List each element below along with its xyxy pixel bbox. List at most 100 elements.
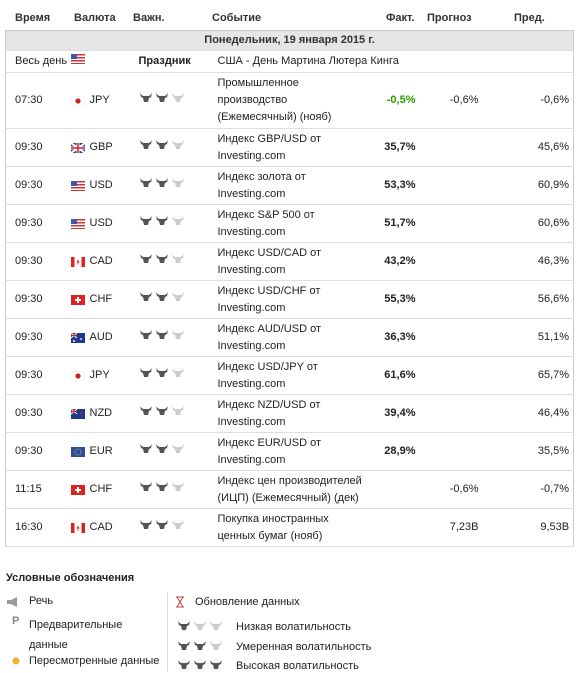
previous: 65,7% — [482, 356, 574, 395]
importance — [133, 356, 212, 395]
previous: -0,6% — [482, 72, 574, 129]
legend-moderate: Умеренная волатильность — [236, 641, 372, 653]
header-actual: Факт. — [386, 12, 415, 24]
volatility-icon — [139, 330, 184, 339]
legend-preliminary: Предварительные данные — [29, 619, 123, 651]
currency: GBP — [68, 139, 134, 156]
event-row: 09:30 EUR Индекс EUR/USD от Investing.com 2… — [5, 432, 574, 471]
currency-cell: GBP — [67, 128, 134, 167]
actual — [376, 470, 420, 509]
importance — [133, 204, 212, 243]
volatility-icon — [139, 406, 184, 415]
currency: CAD — [68, 519, 134, 536]
flag — [70, 484, 85, 495]
currency-code: JPY — [89, 369, 110, 381]
volatility-icon — [139, 93, 184, 102]
currency: JPY — [68, 92, 134, 109]
legend-high: Высокая волатильность — [236, 660, 359, 672]
currency: CHF — [68, 291, 134, 308]
previous: 60,6% — [482, 204, 574, 243]
volatility-icon — [139, 368, 184, 377]
time: 09:30 — [5, 356, 68, 395]
currency: EUR — [68, 443, 134, 460]
legend-separator — [167, 592, 168, 672]
currency-code: EUR — [89, 445, 113, 457]
volatility-icon — [178, 641, 222, 650]
actual: 51,7% — [376, 204, 420, 243]
date-row: Понедельник, 19 января 2015 г. — [5, 30, 574, 51]
actual: 39,4% — [376, 394, 420, 433]
forecast — [419, 356, 483, 395]
importance — [133, 318, 212, 357]
legend-update: Обновление данных — [195, 596, 300, 608]
time: 11:15 — [5, 470, 68, 509]
previous: 46,3% — [482, 242, 574, 281]
flag — [70, 142, 85, 153]
update-icon — [176, 596, 184, 608]
forecast — [419, 128, 483, 167]
event-row: 09:30 NZD Индекс NZD/USD от Investing.com 3… — [5, 394, 574, 433]
event-row: 09:30 GBP Индекс GBP/USD от Investing.com 3… — [5, 128, 574, 167]
legend-low: Низкая волатильность — [236, 621, 352, 633]
time: 16:30 — [5, 508, 68, 547]
volatility-icon — [139, 292, 184, 301]
event: Индекс GBP/USD от Investing.com — [211, 128, 377, 167]
currency: CAD — [68, 253, 134, 270]
legend-title: Условные обозначения — [6, 572, 135, 584]
currency-code: USD — [89, 217, 113, 229]
event-row: 11:15 CHF Индекс цен производителей (ИЦП) … — [5, 470, 574, 509]
currency-cell: JPY — [67, 72, 134, 129]
actual: 35,7% — [376, 128, 420, 167]
importance — [133, 432, 212, 471]
event: Индекс USD/CAD от Investing.com — [211, 242, 377, 281]
previous: 9,53B — [482, 508, 574, 547]
forecast — [419, 394, 483, 433]
event: Индекс золота от Investing.com — [211, 166, 377, 205]
flag — [70, 54, 85, 64]
event: Индекс AUD/USD от Investing.com — [211, 318, 377, 357]
flag — [70, 180, 85, 191]
previous: -0,7% — [482, 470, 574, 509]
volatility-icon — [178, 621, 222, 630]
actual: 36,3% — [376, 318, 420, 357]
forecast: -0,6% — [419, 72, 483, 129]
importance — [133, 394, 212, 433]
event-row: 09:30 JPY Индекс USD/JPY от Investing.com 6… — [5, 356, 574, 395]
forecast — [419, 318, 483, 357]
volatility-icon — [139, 216, 184, 225]
volatility-icon — [139, 254, 184, 263]
currency-cell: CHF — [67, 470, 134, 509]
forecast — [419, 242, 483, 281]
time: 09:30 — [5, 394, 68, 433]
flag — [70, 95, 85, 106]
currency-code: CAD — [89, 521, 113, 533]
currency-cell: CAD — [67, 508, 134, 547]
currency-code: CHF — [89, 483, 113, 495]
holiday-event: США - День Мартина Лютера Кинга — [211, 50, 574, 73]
actual: 61,6% — [376, 356, 420, 395]
currency-cell: CHF — [67, 280, 134, 319]
event: Промышленное производство (Ежемесячный) … — [211, 72, 377, 129]
revised-icon — [12, 657, 20, 665]
actual: 28,9% — [376, 432, 420, 471]
currency-code: GBP — [89, 141, 113, 153]
currency: USD — [68, 215, 134, 232]
date: Понедельник, 19 января 2015 г. — [5, 30, 574, 51]
event-row: 07:30 JPY Промышленное производство (Ежеме… — [5, 72, 574, 129]
importance — [133, 280, 212, 319]
importance — [133, 470, 212, 509]
forecast — [419, 166, 483, 205]
header-previous: Пред. — [514, 12, 545, 24]
volatility-icon — [139, 444, 184, 453]
time: 09:30 — [5, 318, 68, 357]
importance — [133, 242, 212, 281]
importance — [133, 508, 212, 547]
currency-code: JPY — [89, 94, 110, 106]
currency: AUD — [68, 329, 134, 346]
time: 09:30 — [5, 204, 68, 243]
time: 09:30 — [5, 280, 68, 319]
currency-cell: USD — [67, 204, 134, 243]
previous: 56,6% — [482, 280, 574, 319]
calendar-table: Понедельник, 19 января 2015 г. Весь день… — [5, 30, 575, 547]
